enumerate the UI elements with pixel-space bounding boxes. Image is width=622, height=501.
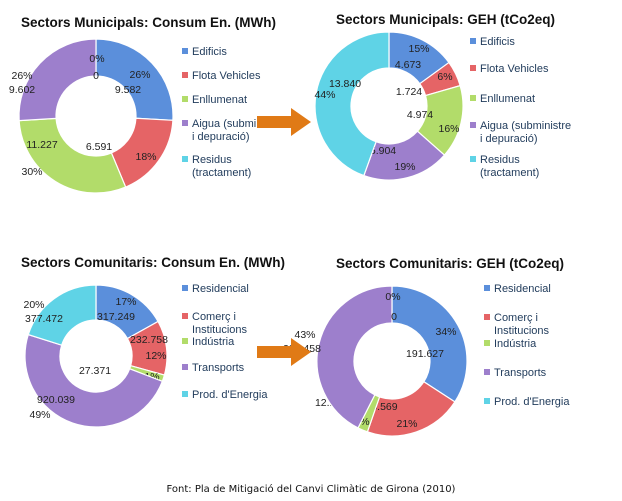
percent-label: 0%: [385, 291, 400, 303]
legend-swatch: [484, 398, 490, 404]
legend-swatch: [182, 48, 188, 54]
value-label: 377.472: [25, 313, 63, 325]
percent-label: 6%: [437, 71, 452, 83]
legend-label: Indústria: [494, 338, 537, 350]
donut-chart-community-ghg: Sectors Comunitaris: GEH (tCo2eq) 191.627…: [283, 256, 570, 437]
legend-label: Residus (tractament): [192, 154, 251, 179]
legend-swatch: [470, 38, 476, 44]
legend-swatch: [182, 120, 188, 126]
chart-title: Sectors Municipals: GEH (tCo2eq): [336, 12, 555, 27]
legend-label: Edificis: [192, 46, 227, 58]
percent-label: 19%: [394, 161, 415, 173]
legend-label: Transports: [192, 362, 245, 374]
slice-transports: [24, 333, 164, 428]
arrow-municipal: [257, 108, 311, 136]
legend-label: Residencial: [494, 283, 551, 295]
legend-label: Residus (tractament): [480, 154, 539, 179]
source-caption: Font: Pla de Mitigació del Canvi Climàti…: [166, 484, 456, 495]
value-label: 0: [93, 70, 99, 82]
chart-title: Sectors Comunitaris: GEH (tCo2eq): [336, 256, 564, 271]
slice-aigua-subministre-i-depuracio: [18, 38, 97, 122]
slice-residus-tractament: [314, 31, 390, 177]
percent-label: 34%: [435, 326, 456, 338]
slice-residencial: [391, 285, 468, 403]
value-label: 6.591: [86, 141, 112, 153]
legend-label: Prod. d'Energia: [494, 396, 570, 408]
donut-chart-municipal-energy: Sectors Municipals: Consum En. (MWh) 9.58…: [9, 15, 283, 194]
donut-chart-community-energy: Sectors Comunitaris: Consum En. (MWh) 317…: [21, 255, 285, 428]
legend-swatch: [484, 340, 490, 346]
legend-swatch: [182, 96, 188, 102]
percent-label: 20%: [23, 299, 44, 311]
percent-label: 17%: [115, 296, 136, 308]
legend-swatch: [470, 65, 476, 71]
legend-swatch: [484, 369, 490, 375]
value-label: 920.039: [37, 394, 75, 406]
legend-label: Flota Vehicles: [480, 63, 549, 75]
percent-label: 49%: [29, 409, 50, 421]
legend-label: Comerç i Institucions: [192, 311, 248, 336]
value-label: 232.758: [130, 334, 168, 346]
legend-swatch: [470, 156, 476, 162]
value-label: 4.673: [395, 59, 421, 71]
value-label: 1.724: [396, 86, 422, 98]
legend-label: Flota Vehicles: [192, 70, 261, 82]
donut-chart-municipal-ghg: Sectors Municipals: GEH (tCo2eq) 4.673 15%…: [314, 12, 571, 181]
legend-swatch: [182, 72, 188, 78]
legend-label: Edificis: [480, 36, 515, 48]
value-label: 5.904: [370, 145, 396, 157]
percent-label: 16%: [438, 123, 459, 135]
legend-label: Enllumenat: [192, 94, 247, 106]
percent-label: 18%: [135, 151, 156, 163]
legend-label: Indústria: [192, 336, 235, 348]
value-label: 9.602: [9, 84, 35, 96]
legend-swatch: [182, 338, 188, 344]
legend-swatch: [470, 95, 476, 101]
legend-swatch: [182, 391, 188, 397]
value-label: 11.227: [26, 139, 57, 151]
value-label: 9.582: [115, 84, 141, 96]
legend-swatch: [182, 156, 188, 162]
value-label: 317.249: [97, 311, 135, 323]
value-label: 191.627: [406, 348, 444, 360]
percent-label: 15%: [408, 43, 429, 55]
legend-swatch: [182, 364, 188, 370]
legend-swatch: [182, 313, 188, 319]
percent-label: 12%: [145, 350, 166, 362]
legend-label: Transports: [494, 367, 547, 379]
percent-label: 21%: [396, 418, 417, 430]
legend-label: Comerç i Institucions: [494, 312, 550, 337]
percent-label: 26%: [11, 70, 32, 82]
value-label: 27.371: [79, 365, 111, 377]
percent-label: 43%: [294, 329, 315, 341]
value-label: 0: [391, 311, 397, 323]
slice-enllumenat: [18, 117, 127, 194]
legend-swatch: [182, 285, 188, 291]
legend-swatch: [484, 285, 490, 291]
percent-label: 0%: [89, 53, 104, 65]
value-label: 4.974: [407, 109, 433, 121]
chart-title: Sectors Municipals: Consum En. (MWh): [21, 15, 276, 30]
arrow-icon: [257, 338, 311, 366]
slice-edificis: [95, 38, 174, 121]
arrow-community: [257, 338, 311, 366]
arrow-icon: [257, 108, 311, 136]
value-label: 13.840: [329, 78, 361, 90]
percent-label: 44%: [314, 89, 335, 101]
slice-prod-d-energia: [27, 284, 97, 346]
percent-label: 26%: [129, 69, 150, 81]
legend-label: Prod. d'Energia: [192, 389, 268, 401]
percent-label: 30%: [21, 166, 42, 178]
chart-title: Sectors Comunitaris: Consum En. (MWh): [21, 255, 285, 270]
legend-swatch: [470, 122, 476, 128]
slice-transports: [316, 285, 393, 429]
legend-swatch: [484, 314, 490, 320]
legend-label: Enllumenat: [480, 93, 535, 105]
legend-label: Residencial: [192, 283, 249, 295]
legend-label: Aigua (subministre i depuració): [480, 120, 571, 145]
